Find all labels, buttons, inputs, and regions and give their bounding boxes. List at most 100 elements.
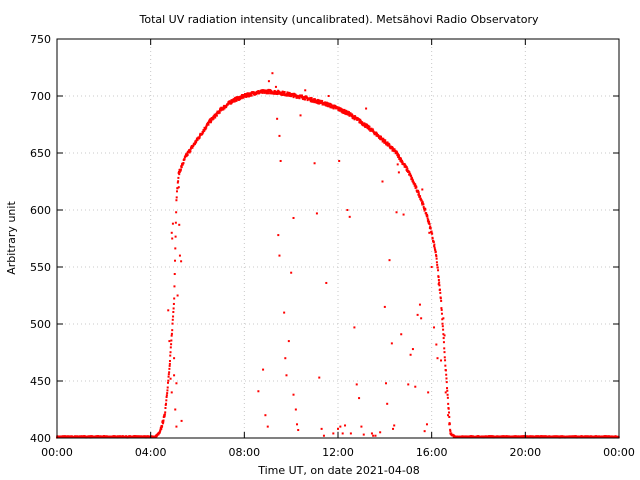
data-point [348,215,351,218]
data-point [388,143,391,146]
data-point [175,425,178,428]
x-tick-label: 04:00 [135,446,167,459]
data-point [170,334,173,337]
data-point [163,415,166,418]
data-point [173,374,176,377]
data-point [170,231,173,234]
data-point [168,364,171,367]
data-point [436,266,439,269]
y-axis-label: Arbitrary unit [5,201,18,275]
data-point [404,164,407,167]
data-point [435,254,438,257]
data-point [271,72,274,75]
data-point [161,422,164,425]
data-point [371,128,374,131]
data-point [386,402,389,405]
data-point [189,147,192,150]
data-point [355,383,358,386]
data-point [424,208,427,211]
x-tick-label: 00:00 [603,446,635,459]
data-point [171,318,174,321]
data-point [239,96,242,99]
data-point [172,315,175,318]
data-point [370,432,373,435]
data-point [361,122,364,125]
data-point [341,432,344,435]
data-point [225,106,228,109]
data-point [257,90,260,93]
data-point [386,141,389,144]
data-point [282,93,285,96]
data-point [443,356,446,359]
data-point [331,105,334,108]
data-point [301,94,304,97]
data-point [256,92,259,95]
data-point [266,425,269,428]
data-point [450,432,453,435]
data-point [410,176,413,179]
y-tick-label: 550 [30,261,51,274]
data-point [166,386,169,389]
data-point [169,351,172,354]
data-point [445,377,448,380]
data-point [168,362,171,365]
data-point [209,118,212,121]
data-point [161,425,164,428]
data-point [384,139,387,142]
data-point [440,308,443,311]
y-tick-label: 750 [30,33,51,46]
data-point [180,419,183,422]
data-point [436,357,439,360]
data-point [178,254,181,257]
data-point [321,100,324,103]
data-point [167,379,170,382]
data-point [276,92,279,95]
data-point [367,126,370,129]
data-point [385,382,387,385]
data-point [203,126,206,129]
data-point [172,310,175,313]
data-point [428,231,431,234]
data-point [392,427,395,430]
data-point [375,131,378,134]
data-point [273,91,276,94]
data-point [236,98,239,101]
data-point [292,393,295,396]
data-point [214,116,217,119]
data-point [303,95,306,98]
data-point [433,245,436,248]
data-point [171,237,174,240]
data-point [286,91,289,94]
data-point [116,435,119,438]
data-point [423,430,426,433]
data-point [170,343,173,346]
data-point [159,429,162,432]
data-point [358,397,361,400]
data-point [173,273,176,276]
data-point [325,281,328,284]
data-point [437,283,440,286]
y-tick-label: 650 [30,147,51,160]
data-point [166,381,169,384]
y-tick-label: 400 [30,432,51,445]
data-point [304,98,307,101]
data-point [350,115,353,118]
data-point [393,424,396,427]
data-point [295,96,298,99]
data-point [165,396,168,399]
data-point [278,254,281,257]
data-point [428,220,431,223]
data-point [212,117,215,120]
data-point [421,200,424,203]
data-point [372,434,375,437]
data-point [332,432,335,435]
data-point [430,230,433,233]
data-point [301,96,304,99]
data-point [410,174,413,177]
data-point [196,138,199,141]
data-point [440,299,443,302]
x-tick-label: 20:00 [509,446,541,459]
data-point [433,246,436,249]
data-point [163,413,166,416]
